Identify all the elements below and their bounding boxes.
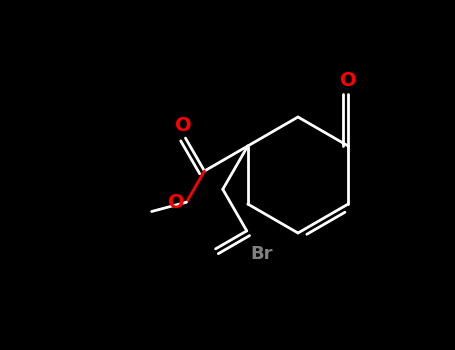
Text: O: O <box>168 193 184 212</box>
Text: O: O <box>175 116 192 135</box>
Text: O: O <box>340 71 357 90</box>
Text: Br: Br <box>251 245 273 263</box>
